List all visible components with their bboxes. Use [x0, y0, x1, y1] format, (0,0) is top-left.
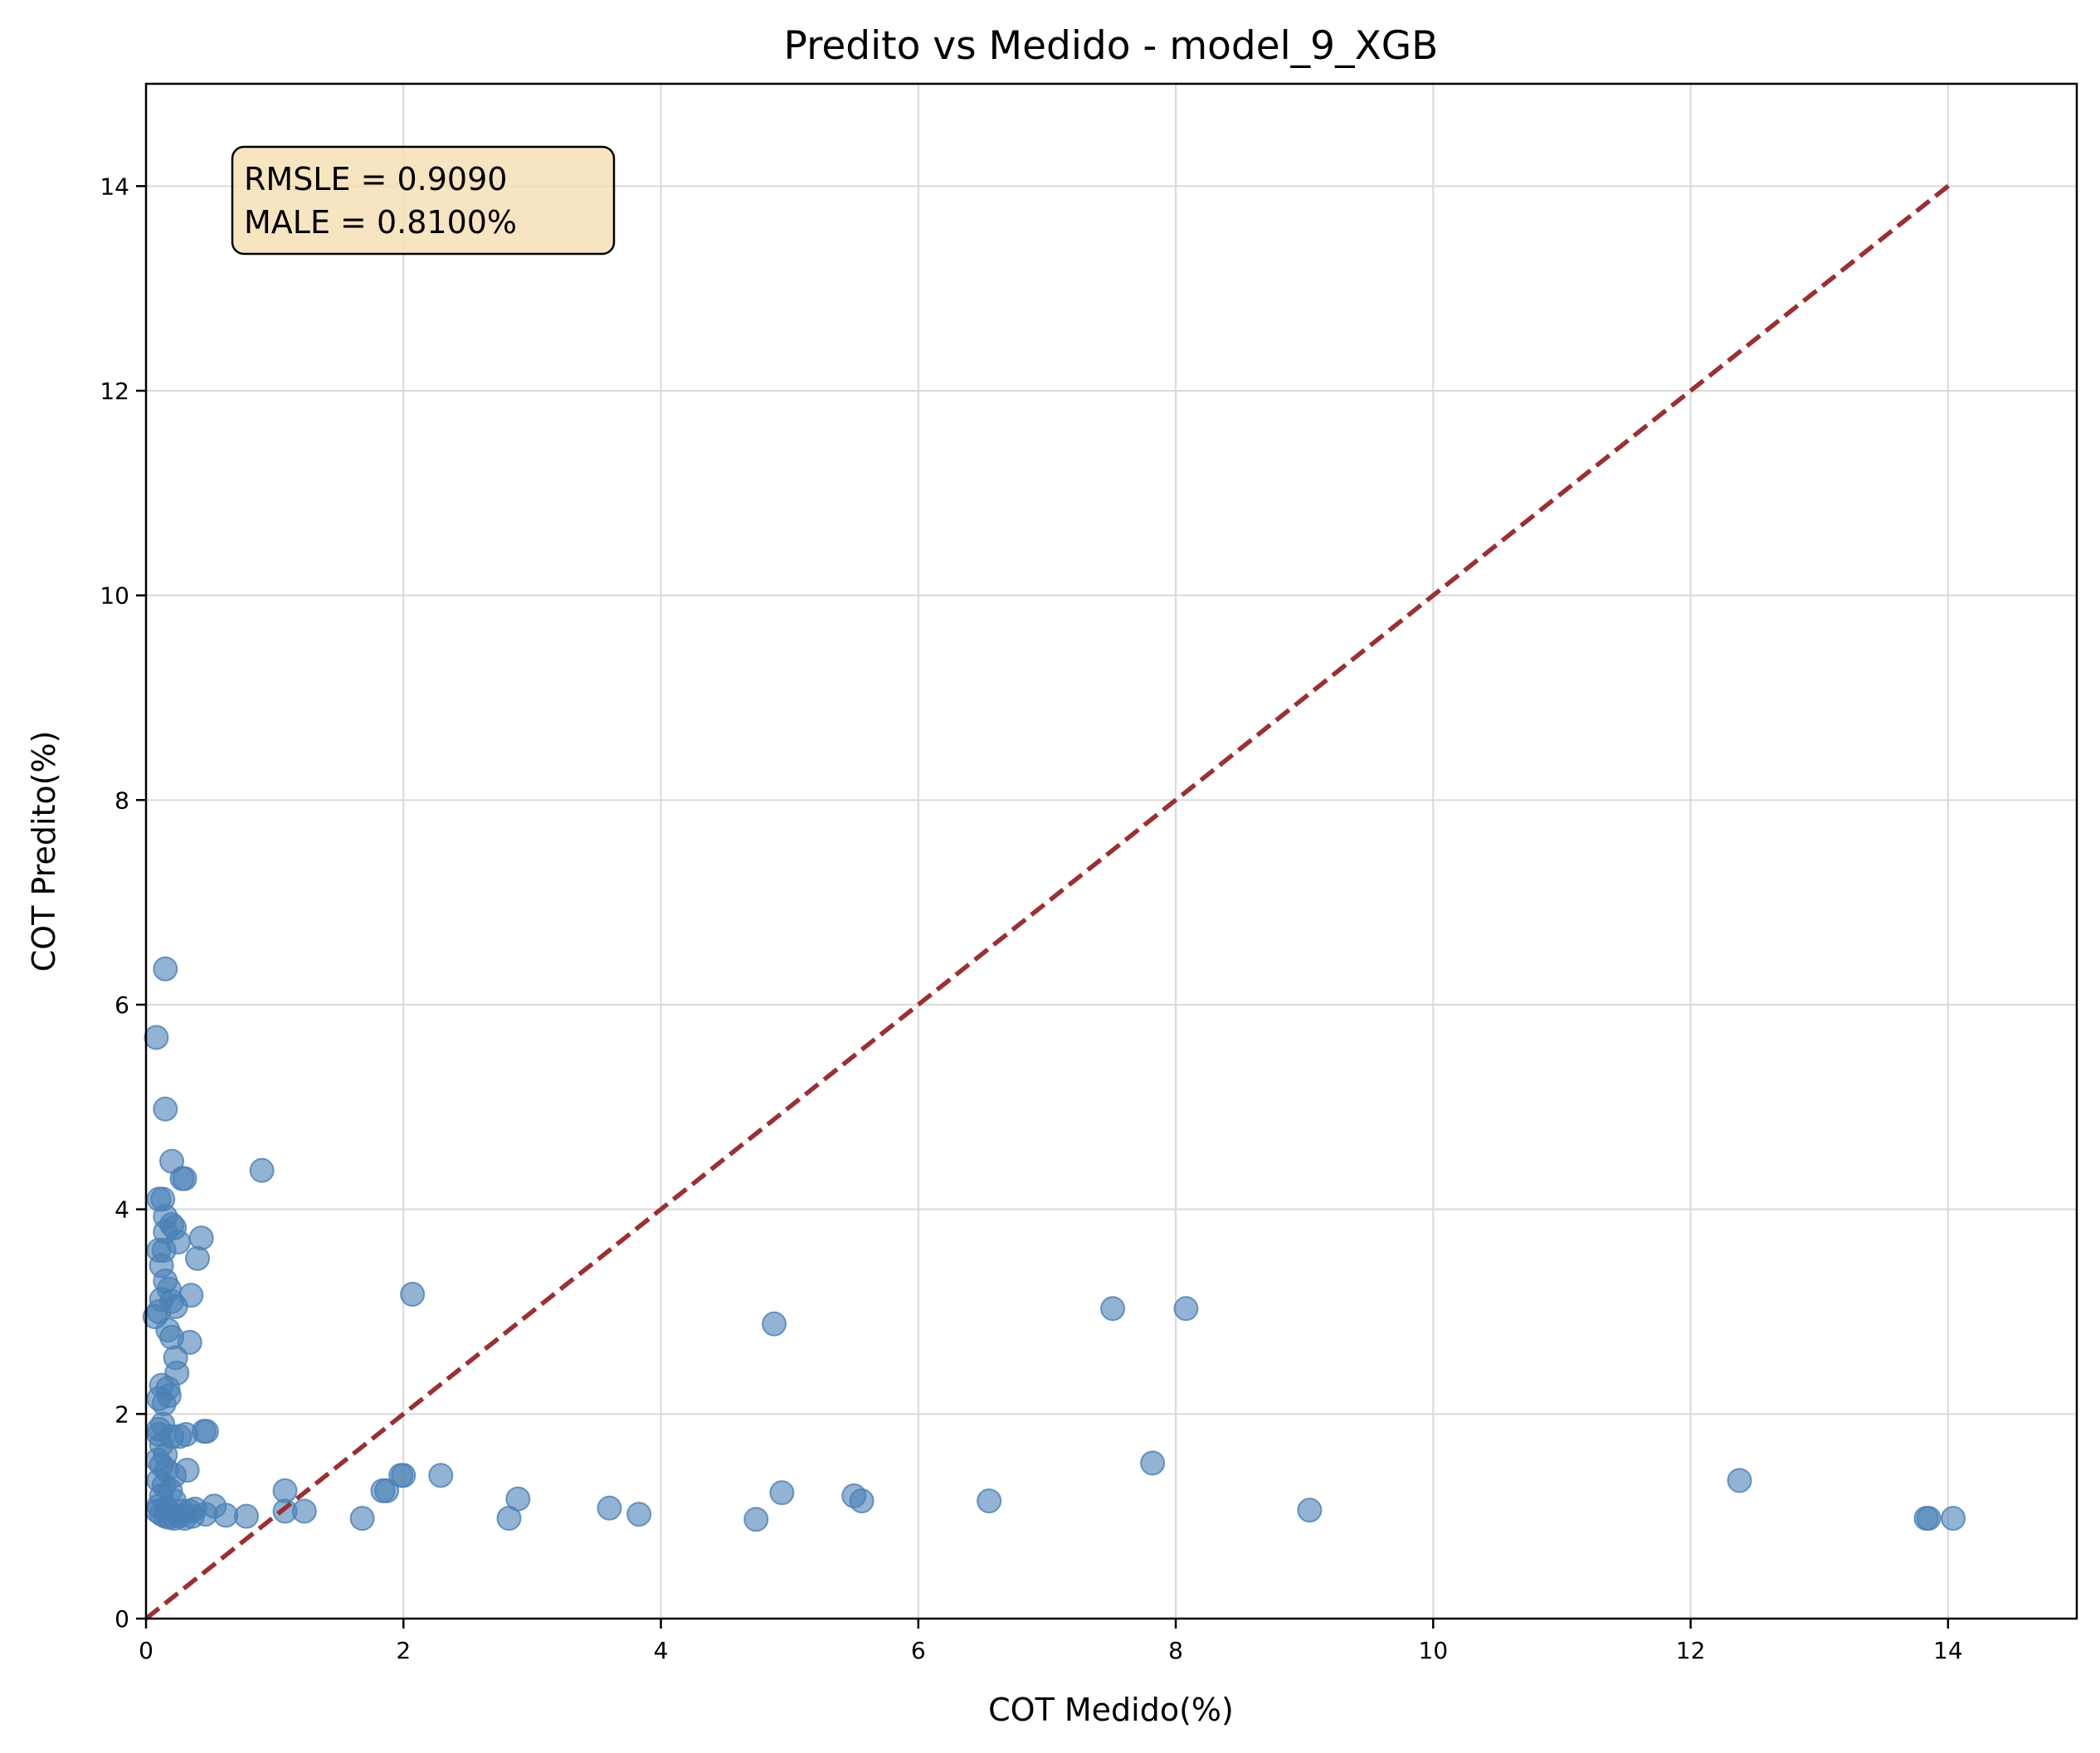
data-point	[505, 1486, 531, 1512]
data-point	[144, 1025, 169, 1050]
x-tick-label: 0	[139, 1637, 153, 1664]
data-point	[153, 1096, 178, 1122]
data-point	[213, 1502, 239, 1528]
y-tick-label: 8	[115, 786, 129, 814]
data-point	[1140, 1450, 1166, 1476]
data-point	[173, 1422, 199, 1447]
y-tick-label: 4	[115, 1196, 129, 1224]
data-point	[1727, 1468, 1752, 1493]
y-axis-title: COT Predito(%)	[26, 731, 62, 972]
y-tick-label: 6	[115, 991, 129, 1019]
x-tick-label: 6	[911, 1637, 926, 1664]
data-point	[177, 1330, 202, 1355]
x-tick-label: 10	[1419, 1637, 1449, 1664]
data-points	[142, 956, 1966, 1532]
data-point	[769, 1480, 795, 1506]
annotation-rmsle: RMSLE = 0.9090	[244, 161, 507, 197]
grid	[145, 84, 2077, 1619]
y-tick-label: 14	[100, 173, 129, 200]
annotation-box	[231, 145, 616, 256]
data-point	[1100, 1296, 1126, 1322]
plot-frame	[144, 82, 2078, 1620]
data-point	[188, 1225, 214, 1251]
data-point	[193, 1419, 219, 1444]
data-point	[1297, 1497, 1323, 1523]
x-tick-label: 14	[1933, 1637, 1963, 1664]
data-point	[762, 1311, 787, 1337]
x-tick-label: 2	[396, 1637, 411, 1664]
annotation-male: MALE = 0.8100%	[244, 204, 517, 241]
data-point	[234, 1503, 260, 1529]
data-point	[172, 1166, 197, 1191]
data-point	[400, 1282, 426, 1307]
x-axis-title: COT Medido(%)	[988, 1692, 1234, 1728]
data-point	[1941, 1506, 1966, 1531]
data-point	[977, 1488, 1002, 1514]
data-point	[249, 1157, 275, 1183]
x-tick-label: 12	[1676, 1637, 1706, 1664]
data-point	[374, 1478, 400, 1503]
metrics-annotation: RMSLE = 0.9090 MALE = 0.8100%	[231, 145, 616, 256]
y-tick-label: 10	[100, 582, 129, 610]
y-tick-label: 12	[100, 377, 129, 405]
data-point	[391, 1463, 417, 1488]
x-tick-label: 8	[1168, 1637, 1183, 1664]
y-tick-label: 2	[115, 1400, 129, 1428]
chart-title: Predito vs Medido - model_9_XGB	[784, 23, 1439, 69]
axis-ticks: 0 2 4 6 8 10 12 14 0 2 4 6 8 10 12 14	[100, 173, 1962, 1664]
data-point	[597, 1495, 622, 1521]
data-point	[1173, 1296, 1199, 1322]
data-point	[743, 1507, 769, 1532]
data-point	[849, 1488, 875, 1514]
data-point	[349, 1506, 375, 1531]
data-point	[185, 1245, 211, 1271]
x-tick-label: 4	[654, 1637, 669, 1664]
data-point	[1916, 1506, 1942, 1531]
data-point	[428, 1463, 454, 1488]
data-point	[626, 1502, 652, 1527]
y-tick-label: 0	[115, 1605, 129, 1633]
data-point	[291, 1498, 317, 1524]
data-point	[153, 956, 178, 981]
